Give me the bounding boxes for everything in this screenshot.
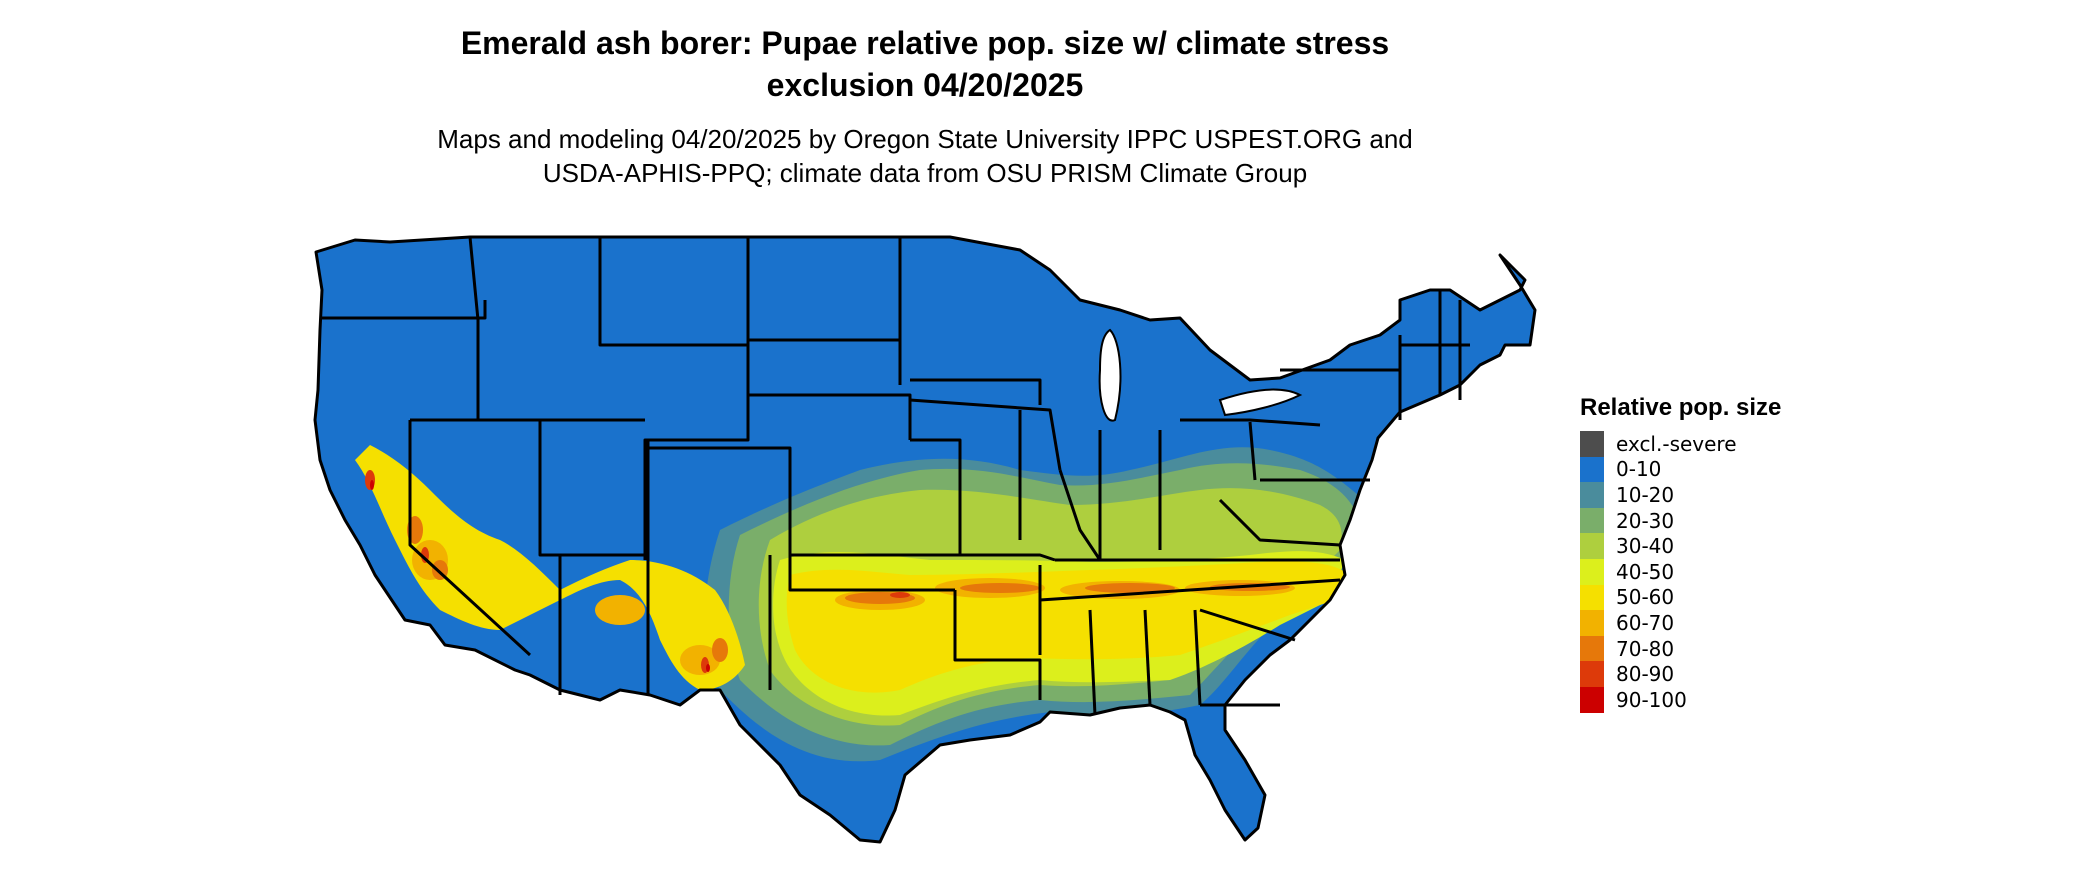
- legend-label: 50-60: [1616, 585, 1675, 610]
- legend-swatch: [1580, 507, 1604, 534]
- legend-label: 90-100: [1616, 687, 1687, 712]
- map-data-layer: [315, 237, 1535, 842]
- legend-swatch: [1580, 610, 1604, 636]
- legend-label: excl.-severe: [1616, 431, 1737, 456]
- legend-item: 60-70: [1580, 610, 1880, 636]
- range-80-90: [365, 470, 910, 673]
- legend-title: Relative pop. size: [1580, 394, 1782, 421]
- legend-item: 70-80: [1580, 635, 1880, 662]
- legend-item: excl.-severe: [1580, 431, 1880, 457]
- legend-label: 30-40: [1616, 534, 1675, 559]
- legend-swatch: [1580, 482, 1604, 508]
- great-lakes: [1098, 328, 1303, 422]
- legend-label: 80-90: [1616, 662, 1675, 687]
- legend-item: 10-20: [1580, 482, 1880, 508]
- legend-swatch: [1580, 661, 1604, 687]
- legend-items: excl.-severe 0-10 10-20 20-30 30-40 40-50 50-6…: [1580, 431, 1880, 713]
- legend-item: 90-100: [1580, 686, 1880, 713]
- legend-label: 10-20: [1616, 482, 1675, 507]
- legend-swatch: [1580, 686, 1604, 713]
- map-subtitle: Maps and modeling 04/20/2025 by Oregon S…: [0, 122, 1850, 190]
- legend-swatch: [1580, 635, 1604, 662]
- legend-label: 20-30: [1616, 508, 1675, 533]
- legend-item: 50-60: [1580, 584, 1880, 611]
- legend-item: 30-40: [1580, 533, 1880, 559]
- map-subtitle-line-1: Maps and modeling 04/20/2025 by Oregon S…: [437, 124, 1413, 154]
- legend-label: 0-10: [1616, 457, 1662, 482]
- legend-swatch: [1580, 456, 1604, 483]
- map-title: Emerald ash borer: Pupae relative pop. s…: [0, 22, 1850, 106]
- legend-item: 40-50: [1580, 558, 1880, 585]
- legend-swatch: [1580, 584, 1604, 611]
- legend: Relative pop. size excl.-severe 0-10 10-20…: [1580, 393, 1880, 713]
- legend-label: 40-50: [1616, 559, 1675, 584]
- legend-swatch: [1580, 558, 1604, 585]
- legend-label: 70-80: [1616, 636, 1675, 661]
- legend-swatch: [1580, 533, 1604, 559]
- map-title-line-1: Emerald ash borer: Pupae relative pop. s…: [460, 25, 1390, 61]
- map-title-line-2: exclusion 04/20/2025: [766, 67, 1084, 103]
- legend-item: 20-30: [1580, 507, 1880, 534]
- legend-swatch: [1580, 431, 1604, 457]
- legend-item: 80-90: [1580, 661, 1880, 687]
- legend-item: 0-10: [1580, 456, 1880, 483]
- state-borders: [313, 235, 1537, 844]
- range-90-100: [370, 480, 710, 672]
- map-subtitle-line-2: USDA-APHIS-PPQ; climate data from OSU PR…: [542, 158, 1308, 188]
- legend-label: 60-70: [1616, 610, 1675, 635]
